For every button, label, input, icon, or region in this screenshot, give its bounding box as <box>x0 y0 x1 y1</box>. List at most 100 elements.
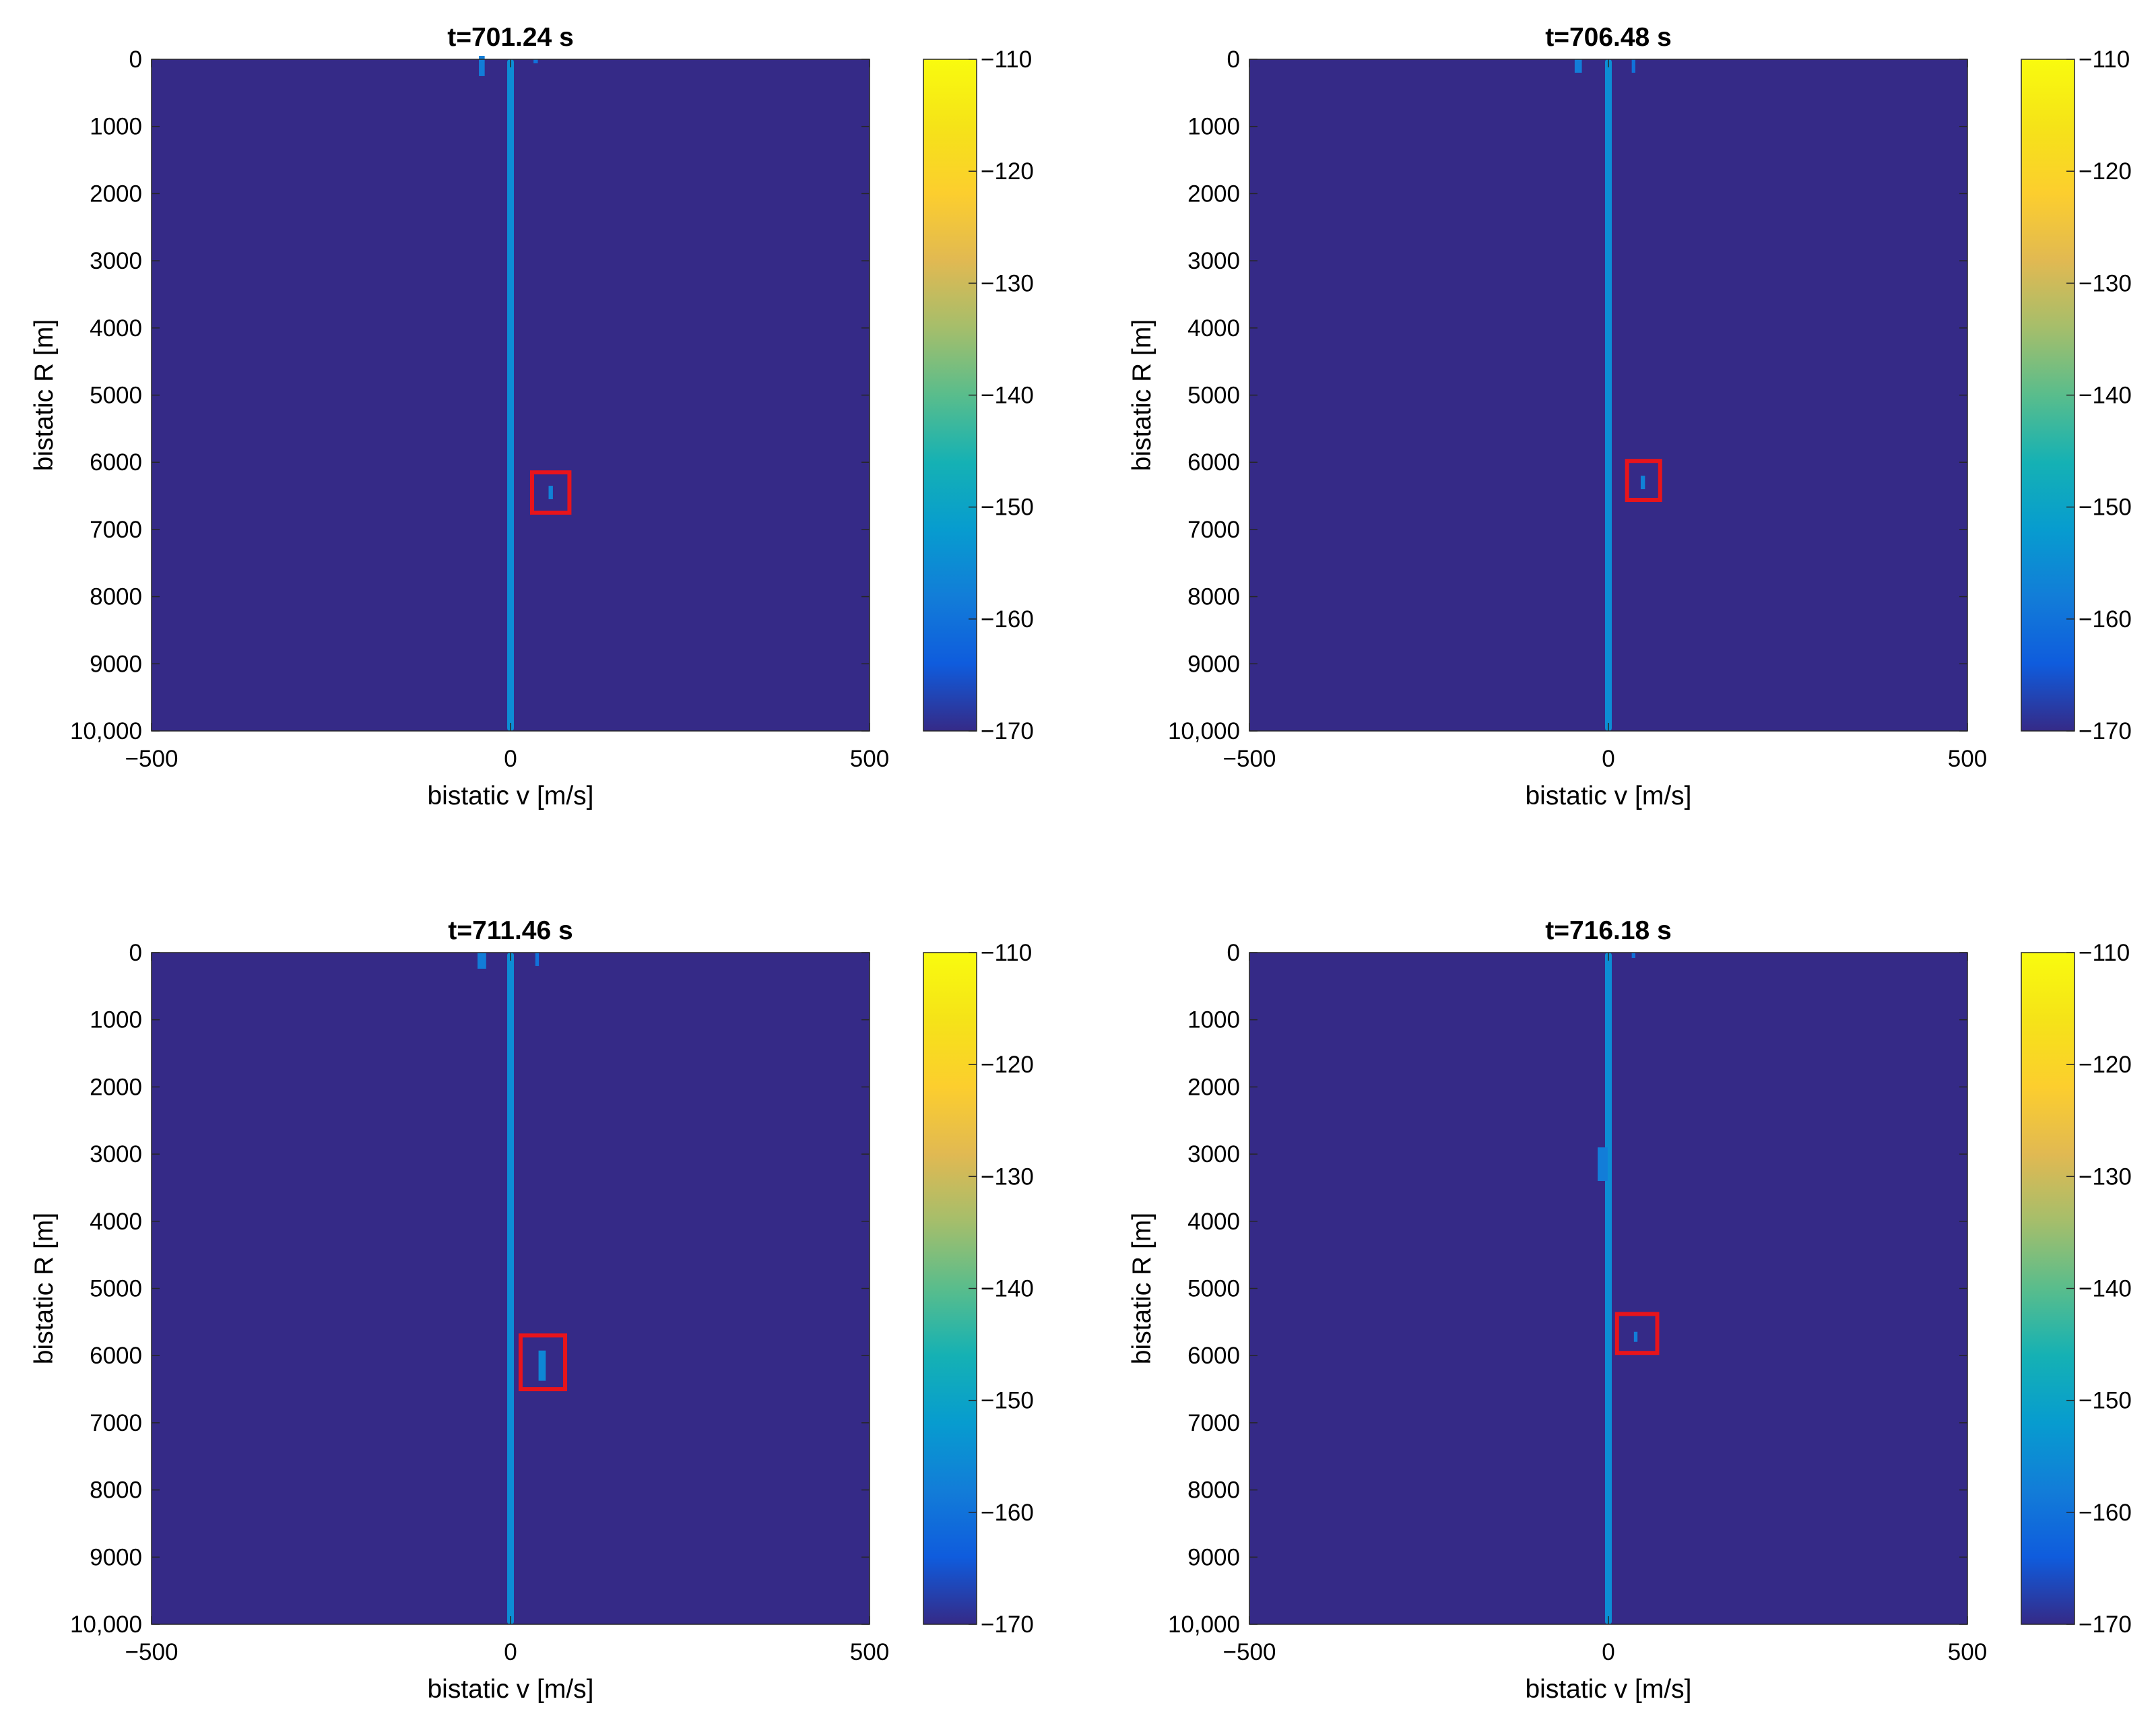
colorbar-tick-label: −140 <box>981 1276 1034 1302</box>
y-tick-label: 6000 <box>90 449 142 476</box>
colorbar-tick-label: −130 <box>981 1163 1034 1190</box>
y-tick-label: 5000 <box>1187 1276 1240 1302</box>
y-tick-label: 8000 <box>90 1477 142 1504</box>
y-tick-label: 2000 <box>1187 1074 1240 1100</box>
y-tick-label: 9000 <box>90 651 142 677</box>
y-axis-label: bistatic R [m] <box>30 1213 59 1364</box>
heatmap-return-2 <box>535 953 540 966</box>
target-return <box>1640 476 1645 490</box>
colorbar-tick-label: −150 <box>981 1388 1034 1414</box>
colorbar-tick-label: −150 <box>2079 494 2132 521</box>
y-tick-label: 3000 <box>1187 248 1240 274</box>
colorbar-tick-label: −140 <box>2079 383 2132 409</box>
colorbar-tick-label: −140 <box>981 383 1034 409</box>
heatmap-return-1 <box>1574 59 1582 73</box>
colorbar <box>923 59 977 732</box>
colorbar-tick-label: −160 <box>2079 606 2132 633</box>
x-tick-label: 500 <box>1948 1639 1987 1665</box>
y-tick-label: 5000 <box>90 383 142 409</box>
y-tick-label: 4000 <box>1187 1209 1240 1235</box>
clutter-ridge <box>507 59 514 731</box>
x-tick-label: 0 <box>504 746 517 772</box>
y-tick-label: 8000 <box>1187 584 1240 610</box>
y-tick-label: 0 <box>129 46 142 73</box>
heatmap-return-1 <box>477 953 486 969</box>
colorbar-tick-label: −110 <box>2079 940 2130 966</box>
y-tick-label: 6000 <box>1187 1343 1240 1369</box>
x-axis-label: bistatic v [m/s] <box>427 781 593 810</box>
y-tick-label: 6000 <box>1187 449 1240 476</box>
y-tick-label: 7000 <box>1187 517 1240 543</box>
clutter-ridge <box>507 953 514 1624</box>
x-tick-label: −500 <box>125 1639 178 1665</box>
colorbar-tick-label: −110 <box>981 940 1032 966</box>
y-tick-label: 0 <box>129 940 142 966</box>
colorbar-tick-label: −120 <box>981 1052 1034 1078</box>
y-tick-label: 1000 <box>1187 1007 1240 1033</box>
x-tick-label: −500 <box>125 746 178 772</box>
x-axis-label: bistatic v [m/s] <box>1525 1675 1691 1704</box>
subplot-title: t=706.48 s <box>1545 23 1672 52</box>
y-tick-label: 10,000 <box>1168 1611 1240 1638</box>
heatmap-return-2 <box>1631 59 1635 73</box>
y-tick-label: 3000 <box>1187 1141 1240 1168</box>
x-tick-label: −500 <box>1223 1639 1276 1665</box>
x-tick-label: 500 <box>850 1639 889 1665</box>
colorbar-tick-label: −170 <box>2079 718 2132 744</box>
y-tick-label: 4000 <box>90 1209 142 1235</box>
colorbar-tick-label: −170 <box>981 1611 1034 1638</box>
y-axis-label: bistatic R [m] <box>1128 1213 1156 1364</box>
subplot-title: t=701.24 s <box>447 23 574 52</box>
colorbar-tick-label: −170 <box>981 718 1034 744</box>
y-tick-label: 8000 <box>90 584 142 610</box>
y-tick-label: 3000 <box>90 1141 142 1168</box>
colorbar <box>2021 59 2075 732</box>
subplot-1: 010002000300040005000600070008000900010,… <box>30 23 1034 810</box>
x-axis-label: bistatic v [m/s] <box>1525 781 1691 810</box>
colorbar-tick-label: −160 <box>2079 1500 2132 1526</box>
y-tick-label: 7000 <box>1187 1410 1240 1436</box>
colorbar-tick-label: −130 <box>2079 1163 2132 1190</box>
y-tick-label: 9000 <box>90 1544 142 1570</box>
colorbar-tick-label: −110 <box>981 46 1032 73</box>
y-tick-label: 4000 <box>90 315 142 342</box>
heatmap-return-2 <box>533 59 538 63</box>
heatmap-return-2 <box>1598 1147 1608 1181</box>
heatmap-return-1 <box>479 56 485 76</box>
x-tick-label: −500 <box>1223 746 1276 772</box>
target-highlight-box <box>1625 459 1662 503</box>
y-tick-label: 3000 <box>90 248 142 274</box>
y-tick-label: 7000 <box>90 1410 142 1436</box>
y-tick-label: 8000 <box>1187 1477 1240 1504</box>
clutter-ridge <box>1605 953 1612 1624</box>
y-tick-label: 10,000 <box>1168 718 1240 744</box>
colorbar-tick-label: −120 <box>981 158 1034 185</box>
y-tick-label: 0 <box>1227 940 1240 966</box>
subplot-3: 010002000300040005000600070008000900010,… <box>30 916 1034 1704</box>
y-tick-label: 9000 <box>1187 1544 1240 1570</box>
target-return <box>538 1350 546 1381</box>
y-tick-label: 0 <box>1227 46 1240 73</box>
y-tick-label: 5000 <box>90 1276 142 1302</box>
colorbar-tick-label: −110 <box>2079 46 2130 73</box>
colorbar-tick-label: −150 <box>2079 1388 2132 1414</box>
target-highlight-box <box>529 470 572 515</box>
y-axis-label: bistatic R [m] <box>30 319 59 471</box>
y-tick-label: 6000 <box>90 1343 142 1369</box>
x-tick-label: 500 <box>850 746 889 772</box>
y-tick-label: 10,000 <box>70 1611 142 1638</box>
y-tick-label: 2000 <box>90 1074 142 1100</box>
colorbar-tick-label: −140 <box>2079 1276 2132 1302</box>
y-tick-label: 7000 <box>90 517 142 543</box>
colorbar-tick-label: −130 <box>981 270 1034 296</box>
heatmap-return-1 <box>1631 953 1635 958</box>
colorbar <box>923 952 977 1625</box>
y-tick-label: 1000 <box>90 114 142 140</box>
colorbar-tick-label: −170 <box>2079 1611 2132 1638</box>
subplot-4: 0 1000 2000 3000 4000 5000 6000 7000 8000 9000 10,… <box>1128 916 2132 1704</box>
y-tick-label: 5000 <box>1187 383 1240 409</box>
target-return <box>1633 1331 1638 1342</box>
x-tick-label: 0 <box>504 1639 517 1665</box>
subplot-2: 010002000300040005000600070008000900010,… <box>1128 23 2132 810</box>
